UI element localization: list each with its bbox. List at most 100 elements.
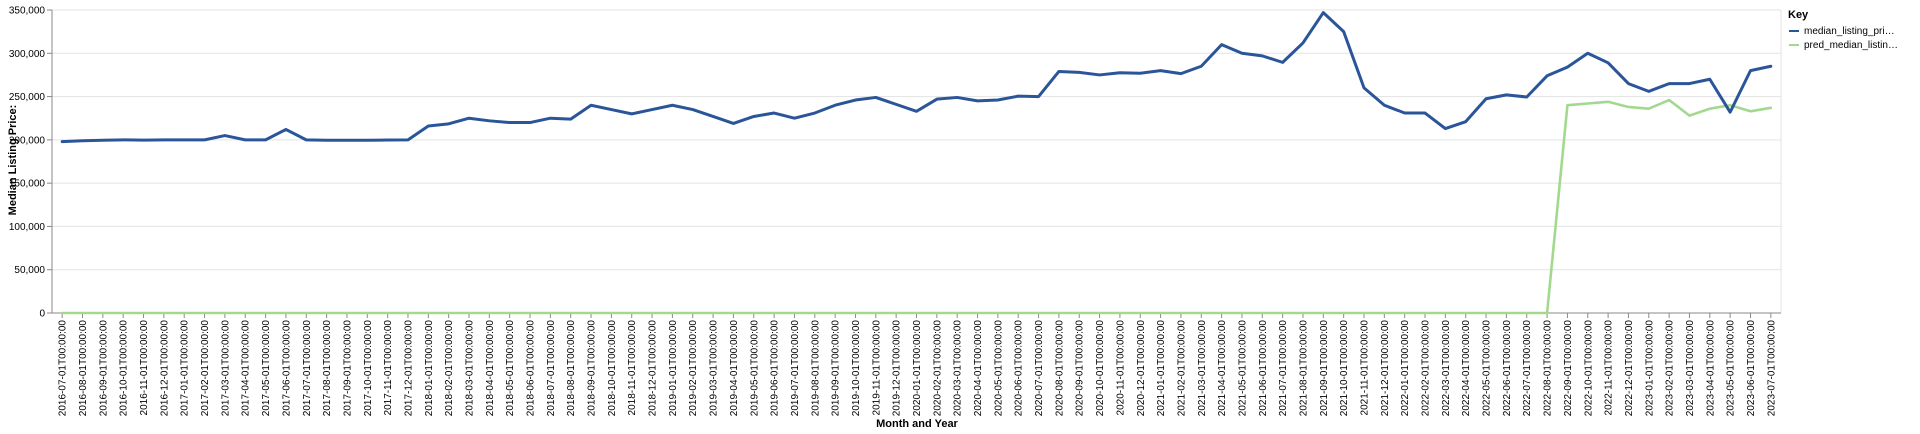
x-tick-label: 2016-09-01T00:00:00 <box>98 320 109 417</box>
x-tick-label: 2018-08-01T00:00:00 <box>566 320 577 417</box>
x-tick-label: 2019-05-01T00:00:00 <box>749 320 760 417</box>
x-tick-label: 2017-03-01T00:00:00 <box>220 320 231 417</box>
x-tick-label: 2019-02-01T00:00:00 <box>688 320 699 417</box>
legend: Key median_listing_pri… pred_median_list… <box>1788 9 1898 51</box>
x-tick-label: 2023-01-01T00:00:00 <box>1644 320 1655 417</box>
x-tick-label: 2020-07-01T00:00:00 <box>1034 320 1045 417</box>
x-tick-label: 2018-10-01T00:00:00 <box>607 320 618 417</box>
x-tick-label: 2019-11-01T00:00:00 <box>871 320 882 416</box>
x-tick-label: 2022-10-01T00:00:00 <box>1583 320 1594 417</box>
y-axis-title: Median Listing Price: <box>7 105 19 216</box>
x-tick-label: 2021-02-01T00:00:00 <box>1176 320 1187 417</box>
y-tick-label: 0 <box>39 309 45 320</box>
x-tick-label: 2017-11-01T00:00:00 <box>383 320 394 416</box>
x-tick-label: 2017-04-01T00:00:00 <box>241 320 252 417</box>
x-tick-label: 2020-03-01T00:00:00 <box>953 320 964 417</box>
x-tick-label: 2019-01-01T00:00:00 <box>668 320 679 417</box>
x-tick-label: 2019-12-01T00:00:00 <box>892 320 903 417</box>
x-tick-label: 2021-09-01T00:00:00 <box>1319 320 1330 417</box>
y-tick-label: 300,000 <box>9 49 46 60</box>
x-tick-label: 2019-03-01T00:00:00 <box>709 320 720 417</box>
x-tick-label: 2020-08-01T00:00:00 <box>1054 320 1065 417</box>
x-tick-label: 2017-07-01T00:00:00 <box>302 320 313 417</box>
x-tick-label: 2018-12-01T00:00:00 <box>648 320 659 417</box>
x-tick-label: 2022-06-01T00:00:00 <box>1502 320 1513 417</box>
x-tick-label: 2023-07-01T00:00:00 <box>1766 320 1777 417</box>
x-tick-label: 2021-04-01T00:00:00 <box>1217 320 1228 417</box>
x-tick-label: 2021-05-01T00:00:00 <box>1237 320 1248 417</box>
x-axis-title: Month and Year <box>876 418 958 430</box>
y-tick-label: 150,000 <box>9 179 46 190</box>
x-tick-label: 2018-05-01T00:00:00 <box>505 320 516 417</box>
x-tick-label: 2019-06-01T00:00:00 <box>770 320 781 417</box>
x-tick-label: 2016-10-01T00:00:00 <box>119 320 130 417</box>
x-tick-label: 2017-12-01T00:00:00 <box>403 320 414 417</box>
x-tick-label: 2018-04-01T00:00:00 <box>485 320 496 417</box>
x-tick-label: 2021-01-01T00:00:00 <box>1156 320 1167 417</box>
x-tick-label: 2020-10-01T00:00:00 <box>1095 320 1106 417</box>
x-tick-label: 2022-02-01T00:00:00 <box>1421 320 1432 417</box>
x-tick-label: 2016-08-01T00:00:00 <box>78 320 89 417</box>
x-tick-label: 2020-11-01T00:00:00 <box>1115 320 1126 416</box>
x-tick-label: 2017-10-01T00:00:00 <box>363 320 374 417</box>
x-tick-label: 2019-04-01T00:00:00 <box>729 320 740 417</box>
x-tick-label: 2020-02-01T00:00:00 <box>932 320 943 417</box>
x-tick-label: 2020-01-01T00:00:00 <box>912 320 923 417</box>
x-tick-label: 2020-12-01T00:00:00 <box>1136 320 1147 417</box>
x-tick-label: 2022-08-01T00:00:00 <box>1543 320 1554 417</box>
gridlines <box>52 9 1782 314</box>
x-tick-label: 2019-07-01T00:00:00 <box>790 320 801 417</box>
x-tick-label: 2019-08-01T00:00:00 <box>810 320 821 417</box>
x-tick-label: 2016-11-01T00:00:00 <box>139 320 150 416</box>
x-tick-label: 2017-05-01T00:00:00 <box>261 320 272 417</box>
x-tick-label: 2017-01-01T00:00:00 <box>180 320 191 417</box>
x-tick-label: 2022-11-01T00:00:00 <box>1604 320 1615 416</box>
x-tick-label: 2022-04-01T00:00:00 <box>1461 320 1472 417</box>
x-tick-label: 2018-02-01T00:00:00 <box>444 320 455 417</box>
x-tick-label: 2021-07-01T00:00:00 <box>1278 320 1289 417</box>
x-tick-label: 2020-04-01T00:00:00 <box>973 320 984 417</box>
x-tick-label: 2022-03-01T00:00:00 <box>1441 320 1452 417</box>
legend-label-pred-median-listing-price: pred_median_listin… <box>1804 40 1898 51</box>
axes <box>47 9 1781 318</box>
x-tick-label: 2023-04-01T00:00:00 <box>1705 320 1716 417</box>
x-tick-label: 2018-06-01T00:00:00 <box>526 320 537 417</box>
x-tick-label: 2020-06-01T00:00:00 <box>1014 320 1025 417</box>
x-tick-label: 2019-09-01T00:00:00 <box>831 320 842 417</box>
x-tick-label: 2022-05-01T00:00:00 <box>1482 320 1493 417</box>
y-tick-label: 200,000 <box>9 135 46 146</box>
x-tick-label: 2019-10-01T00:00:00 <box>851 320 862 417</box>
x-tick-label: 2021-12-01T00:00:00 <box>1380 320 1391 417</box>
x-tick-label: 2018-07-01T00:00:00 <box>546 320 557 417</box>
legend-label-median-listing-price: median_listing_pri… <box>1804 26 1895 37</box>
x-tick-label: 2023-03-01T00:00:00 <box>1685 320 1696 417</box>
x-tick-label: 2021-11-01T00:00:00 <box>1360 320 1371 416</box>
x-tick-label: 2020-09-01T00:00:00 <box>1075 320 1086 417</box>
x-tick-label: 2022-09-01T00:00:00 <box>1563 320 1574 417</box>
x-tick-label: 2022-12-01T00:00:00 <box>1624 320 1635 417</box>
x-tick-label: 2017-08-01T00:00:00 <box>322 320 333 417</box>
series-lines <box>60 11 1773 315</box>
x-tick-label: 2022-01-01T00:00:00 <box>1400 320 1411 417</box>
y-tick-label: 100,000 <box>9 222 46 233</box>
x-tick-label: 2017-09-01T00:00:00 <box>342 320 353 417</box>
x-tick-label: 2023-05-01T00:00:00 <box>1726 320 1737 417</box>
x-tick-label: 2018-01-01T00:00:00 <box>424 320 435 417</box>
x-tick-label: 2017-02-01T00:00:00 <box>200 320 211 417</box>
x-tick-label: 2023-02-01T00:00:00 <box>1665 320 1676 417</box>
x-tick-label: 2021-06-01T00:00:00 <box>1258 320 1269 417</box>
x-tick-label: 2023-06-01T00:00:00 <box>1746 320 1757 417</box>
y-tick-label: 50,000 <box>14 265 45 276</box>
x-tick-label: 2018-09-01T00:00:00 <box>587 320 598 417</box>
x-tick-label: 2016-07-01T00:00:00 <box>58 320 69 417</box>
x-tick-label: 2018-03-01T00:00:00 <box>464 320 475 417</box>
x-tick-label: 2017-06-01T00:00:00 <box>281 320 292 417</box>
y-axis-ticks: 0 50,000 100,000 150,000 200,000 250,000 300,0… <box>9 6 46 320</box>
series-line-median-listing-price <box>60 11 1773 144</box>
legend-title: Key <box>1788 9 1809 21</box>
y-tick-label: 350,000 <box>9 6 46 17</box>
x-tick-label: 2021-08-01T00:00:00 <box>1298 320 1309 417</box>
y-tick-label: 250,000 <box>9 92 46 103</box>
series-line-pred-median-listing-price <box>60 98 1773 315</box>
